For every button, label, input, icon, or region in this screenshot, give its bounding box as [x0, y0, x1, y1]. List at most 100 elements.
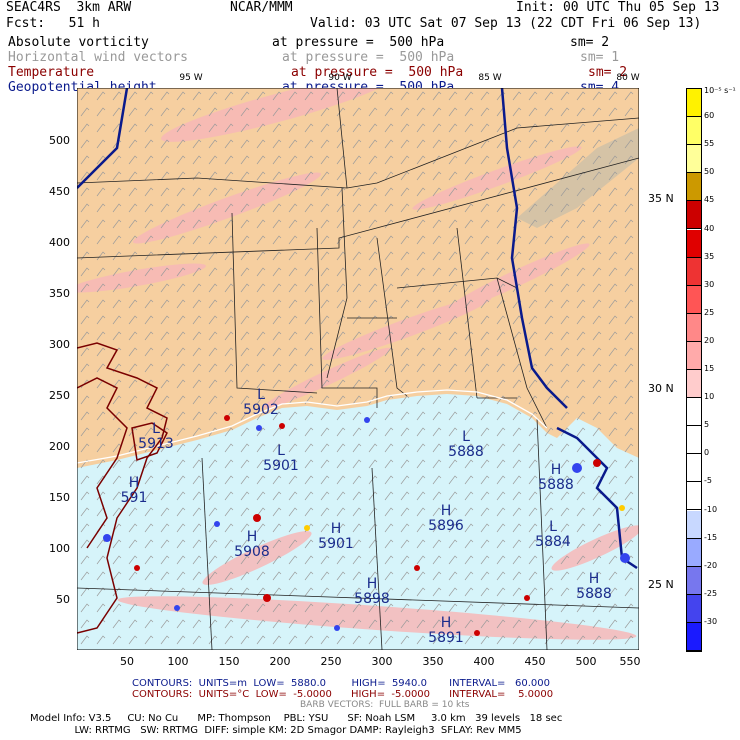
colorbar-swatch: [687, 538, 701, 567]
colorbar-tick-label: 20: [704, 335, 715, 345]
coastline: [77, 389, 548, 464]
y-tick-label: 500: [49, 134, 70, 147]
latitude-label: 25 N: [648, 578, 674, 591]
x-tick-label: 500: [575, 655, 597, 668]
init-time: Init: 00 UTC Thu 05 Sep 13: [516, 0, 720, 15]
barb-legend: BARB VECTORS: FULL BARB = 10 kts: [300, 700, 470, 710]
colorbar-tick-label: -10: [704, 504, 718, 514]
wind-barbs: [77, 88, 639, 650]
high-center: H 5888: [576, 571, 612, 602]
colorbar-swatch: [687, 201, 701, 230]
colorbar-swatch: [687, 454, 701, 483]
height-contour-nw: [77, 88, 129, 189]
state-borders: [77, 88, 639, 650]
x-tick-label: 550: [619, 655, 641, 668]
field-sm-vorticity: sm= 2: [570, 35, 610, 50]
contours-temperature-legend: CONTOURS: UNITS=°C LOW= -5.0000 HIGH= -5…: [132, 689, 554, 700]
vorticity-colorbar: [686, 88, 702, 652]
colorbar-tick-label: 55: [704, 139, 715, 149]
height-contour-east: [500, 88, 568, 409]
field-sm-temperature: sm= 2: [588, 65, 628, 80]
temperature-contours: [77, 342, 168, 634]
low-center: L 5901: [263, 443, 299, 474]
y-tick-label: 250: [49, 389, 70, 402]
valid-time: Valid: 03 UTC Sat 07 Sep 13 (22 CDT Fri …: [310, 16, 702, 31]
y-tick-label: 100: [49, 542, 70, 555]
colorbar-swatch: [687, 257, 701, 286]
colorbar-swatch: [687, 370, 701, 399]
colorbar-swatch: [687, 594, 701, 623]
colorbar-tick-label: -30: [704, 616, 718, 626]
x-tick-label: 300: [371, 655, 393, 668]
x-tick-label: 50: [120, 655, 134, 668]
y-tick-label: 400: [49, 236, 70, 249]
colorbar-swatch: [687, 426, 701, 455]
colorbar-swatch: [687, 173, 701, 202]
low-center: L 5902: [243, 387, 279, 418]
colorbar-tick-label: 25: [704, 307, 715, 317]
colorbar-swatch: [687, 313, 701, 342]
field-pressure-temperature: at pressure = 500 hPa: [291, 65, 464, 80]
y-tick-label: 300: [49, 338, 70, 351]
colorbar-tick-label: 10: [704, 392, 715, 402]
x-tick-label: 450: [524, 655, 546, 668]
colorbar-tick-label: 45: [704, 195, 715, 205]
low-center: L 5884: [535, 519, 571, 550]
field-name-wind: Horizontal wind vectors: [8, 50, 189, 65]
colorbar-swatch: [687, 229, 701, 258]
colorbar-tick-label: 40: [704, 223, 715, 233]
forecast-hour: Fcst: 51 h: [6, 16, 100, 31]
y-tick-label: 200: [49, 440, 70, 453]
low-center: L 5913: [138, 421, 174, 452]
x-tick-label: 150: [218, 655, 240, 668]
colorbar-tick-label: 60: [704, 111, 715, 121]
colorbar-swatch: [687, 145, 701, 174]
field-pressure-wind: at pressure = 500 hPa: [282, 50, 455, 65]
high-center: H 5891: [428, 615, 464, 646]
colorbar-tick-label: 50: [704, 167, 715, 177]
colorbar-swatch: [687, 566, 701, 595]
y-tick-label: 350: [49, 287, 70, 300]
x-tick-label: 350: [422, 655, 444, 668]
colorbar-swatch: [687, 117, 701, 146]
colorbar-tick-label: -15: [704, 532, 718, 542]
x-tick-label: 400: [473, 655, 495, 668]
x-tick-label: 100: [167, 655, 189, 668]
colorbar-tick-label: 15: [704, 364, 715, 373]
x-tick-label: 250: [320, 655, 342, 668]
high-center: H 5908: [234, 529, 270, 560]
colorbar-unit: 10⁻⁵ s⁻¹: [704, 86, 736, 95]
field-pressure-vorticity: at pressure = 500 hPa: [272, 35, 445, 50]
y-tick-label: 450: [49, 185, 70, 198]
longitude-label: 90 W: [328, 73, 352, 83]
field-name-temperature: Temperature: [8, 65, 95, 80]
weather-map: [77, 88, 639, 650]
colorbar-swatch: [687, 341, 701, 370]
colorbar-swatch: [687, 482, 701, 511]
field-sm-wind: sm= 1: [580, 50, 620, 65]
high-center: H 5901: [318, 521, 354, 552]
colorbar-tick-label: 5: [704, 420, 710, 430]
model-info-line1: Model Info: V3.5 CU: No Cu MP: Thompson …: [30, 713, 563, 724]
longitude-label: 85 W: [478, 73, 502, 83]
colorbar-swatch: [687, 622, 701, 651]
colorbar-tick-label: -25: [704, 588, 718, 598]
colorbar-tick-label: 0: [704, 448, 710, 458]
colorbar-swatch: [687, 510, 701, 539]
colorbar-swatch: [687, 89, 701, 118]
y-tick-label: 50: [56, 593, 70, 606]
contours-height-legend: CONTOURS: UNITS=m LOW= 5880.0 HIGH= 5940…: [132, 678, 550, 689]
latitude-label: 30 N: [648, 382, 674, 395]
model-title: SEAC4RS 3km ARW: [6, 0, 132, 15]
high-center: H 5896: [428, 503, 464, 534]
colorbar-tick-label: 35: [704, 251, 715, 261]
model-info-line2: LW: RRTMG SW: RRTMG DIFF: simple KM: 2D …: [30, 725, 522, 736]
y-tick-label: 150: [49, 491, 70, 504]
high-center: H 5888: [538, 462, 574, 493]
field-name-vorticity: Absolute vorticity: [8, 35, 149, 50]
longitude-label: 95 W: [179, 73, 203, 83]
height-contour-florida: [556, 426, 638, 570]
org-label: NCAR/MMM: [230, 0, 293, 15]
vorticity-noise: [103, 415, 630, 636]
colorbar-tick-label: -5: [704, 476, 712, 486]
